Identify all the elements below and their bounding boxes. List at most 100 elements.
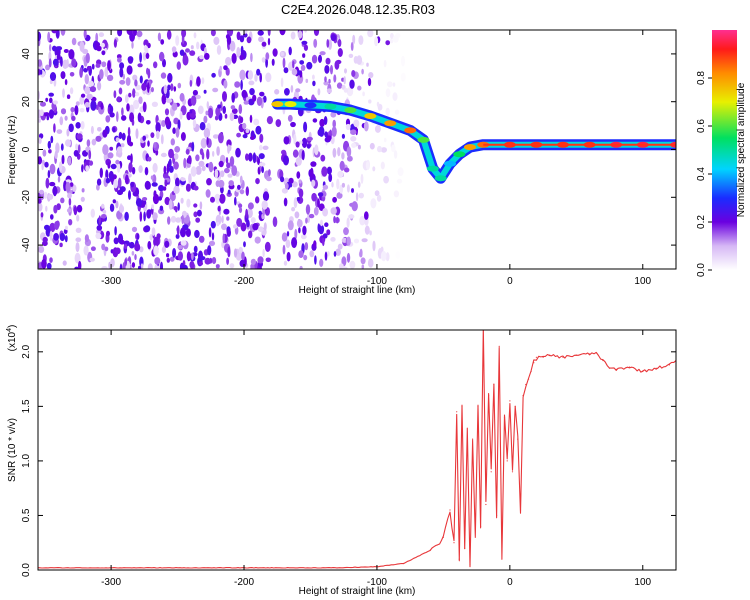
snr-point — [530, 370, 532, 373]
noise-blob — [55, 30, 60, 39]
noise-blob — [330, 237, 336, 242]
noise-blob — [190, 95, 197, 106]
noise-blob — [38, 59, 43, 67]
noise-blob — [150, 87, 154, 93]
noise-blob — [239, 54, 244, 61]
noise-blob — [41, 258, 47, 269]
snr-point — [535, 356, 538, 358]
noise-blob — [42, 236, 48, 243]
noise-blob — [84, 101, 90, 108]
noise-blob — [185, 48, 190, 53]
snr-point — [628, 366, 631, 368]
snr-point — [642, 370, 644, 373]
snr-x-label: Height of straight line (km) — [299, 586, 416, 597]
noise-blob — [118, 204, 125, 213]
noise-blob — [134, 254, 137, 261]
snr-point — [488, 394, 490, 397]
noise-blob — [314, 255, 317, 265]
noise-blob — [222, 91, 227, 102]
noise-blob — [54, 221, 60, 230]
noise-blob — [317, 198, 320, 208]
noise-blob — [242, 122, 247, 130]
noise-blob — [126, 65, 133, 75]
noise-blob — [114, 247, 121, 255]
noise-blob — [167, 72, 173, 83]
noise-blob — [47, 140, 51, 149]
noise-blob — [306, 136, 313, 141]
noise-blob — [53, 204, 58, 214]
noise-blob — [246, 36, 252, 44]
noise-blob — [101, 203, 105, 209]
noise-blob — [366, 62, 369, 67]
noise-blob — [164, 196, 171, 206]
noise-blob — [330, 111, 337, 118]
noise-blob — [324, 76, 327, 83]
noise-blob — [304, 242, 309, 251]
noise-blob — [190, 166, 197, 177]
noise-blob — [199, 122, 206, 131]
noise-blob — [249, 114, 253, 123]
noise-blob — [73, 205, 78, 216]
noise-blob — [177, 119, 181, 130]
noise-blob — [261, 57, 266, 63]
noise-blob — [218, 132, 224, 144]
noise-blob — [119, 263, 123, 269]
snr-y-axis: 0.0 0.5 1.0 1.5 2.0 — [21, 344, 676, 577]
noise-blob — [326, 251, 330, 257]
snr-point — [429, 549, 431, 552]
noise-blob — [144, 225, 151, 233]
noise-blob — [257, 256, 264, 264]
noise-blob — [127, 155, 132, 161]
noise-blob — [61, 154, 65, 165]
noise-blob — [186, 198, 191, 208]
noise-blob — [193, 211, 198, 218]
snr-point — [517, 438, 519, 440]
noise-blob — [139, 211, 143, 222]
noise-blob — [213, 36, 220, 46]
noise-blob — [117, 177, 122, 189]
noise-blob — [210, 196, 215, 203]
snr-frame — [37, 329, 677, 571]
noise-blob — [176, 225, 180, 236]
noise-blob — [227, 144, 230, 154]
noise-blob — [164, 179, 168, 187]
noise-blob — [133, 30, 138, 36]
snr-point — [589, 353, 591, 355]
colorbar-tick-label: 0.6 — [696, 119, 707, 133]
noise-blob — [119, 186, 126, 193]
noise-blob — [170, 83, 174, 92]
x-tick-label: 0 — [507, 577, 513, 588]
x-tick-label: -300 — [101, 276, 121, 287]
noise-blob — [218, 160, 224, 168]
noise-blob — [208, 227, 212, 238]
noise-blob — [392, 35, 399, 43]
snr-point — [503, 416, 506, 418]
noise-blob — [192, 89, 198, 96]
noise-blob — [163, 84, 168, 95]
noise-blob — [265, 257, 271, 263]
noise-blob — [206, 137, 209, 146]
noise-blob — [49, 79, 53, 85]
noise-blob — [295, 157, 302, 166]
noise-blob — [252, 94, 257, 102]
noise-blob — [200, 256, 206, 261]
noise-blob — [101, 50, 106, 56]
noise-blob — [170, 215, 177, 223]
noise-blob — [122, 73, 126, 80]
noise-blob — [163, 165, 167, 175]
noise-blob — [229, 40, 236, 52]
noise-blob — [185, 148, 190, 155]
noise-blob — [346, 86, 354, 97]
noise-blob — [290, 31, 296, 40]
noise-blob — [56, 54, 61, 60]
noise-blob — [380, 250, 387, 262]
noise-blob — [367, 30, 374, 38]
noise-blob — [86, 93, 93, 100]
snr-point — [490, 471, 492, 473]
noise-blob — [74, 105, 79, 116]
noise-blob — [166, 163, 170, 174]
noise-blob — [259, 72, 263, 83]
trace-point — [434, 175, 447, 182]
noise-blob — [355, 192, 359, 202]
noise-blob — [132, 74, 138, 81]
